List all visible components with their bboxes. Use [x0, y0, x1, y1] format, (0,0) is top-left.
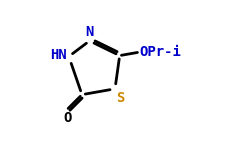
Text: O: O [63, 111, 72, 125]
Text: N: N [85, 25, 94, 39]
Text: OPr-i: OPr-i [139, 45, 181, 59]
Text: S: S [117, 91, 125, 105]
Text: HN: HN [51, 48, 67, 62]
